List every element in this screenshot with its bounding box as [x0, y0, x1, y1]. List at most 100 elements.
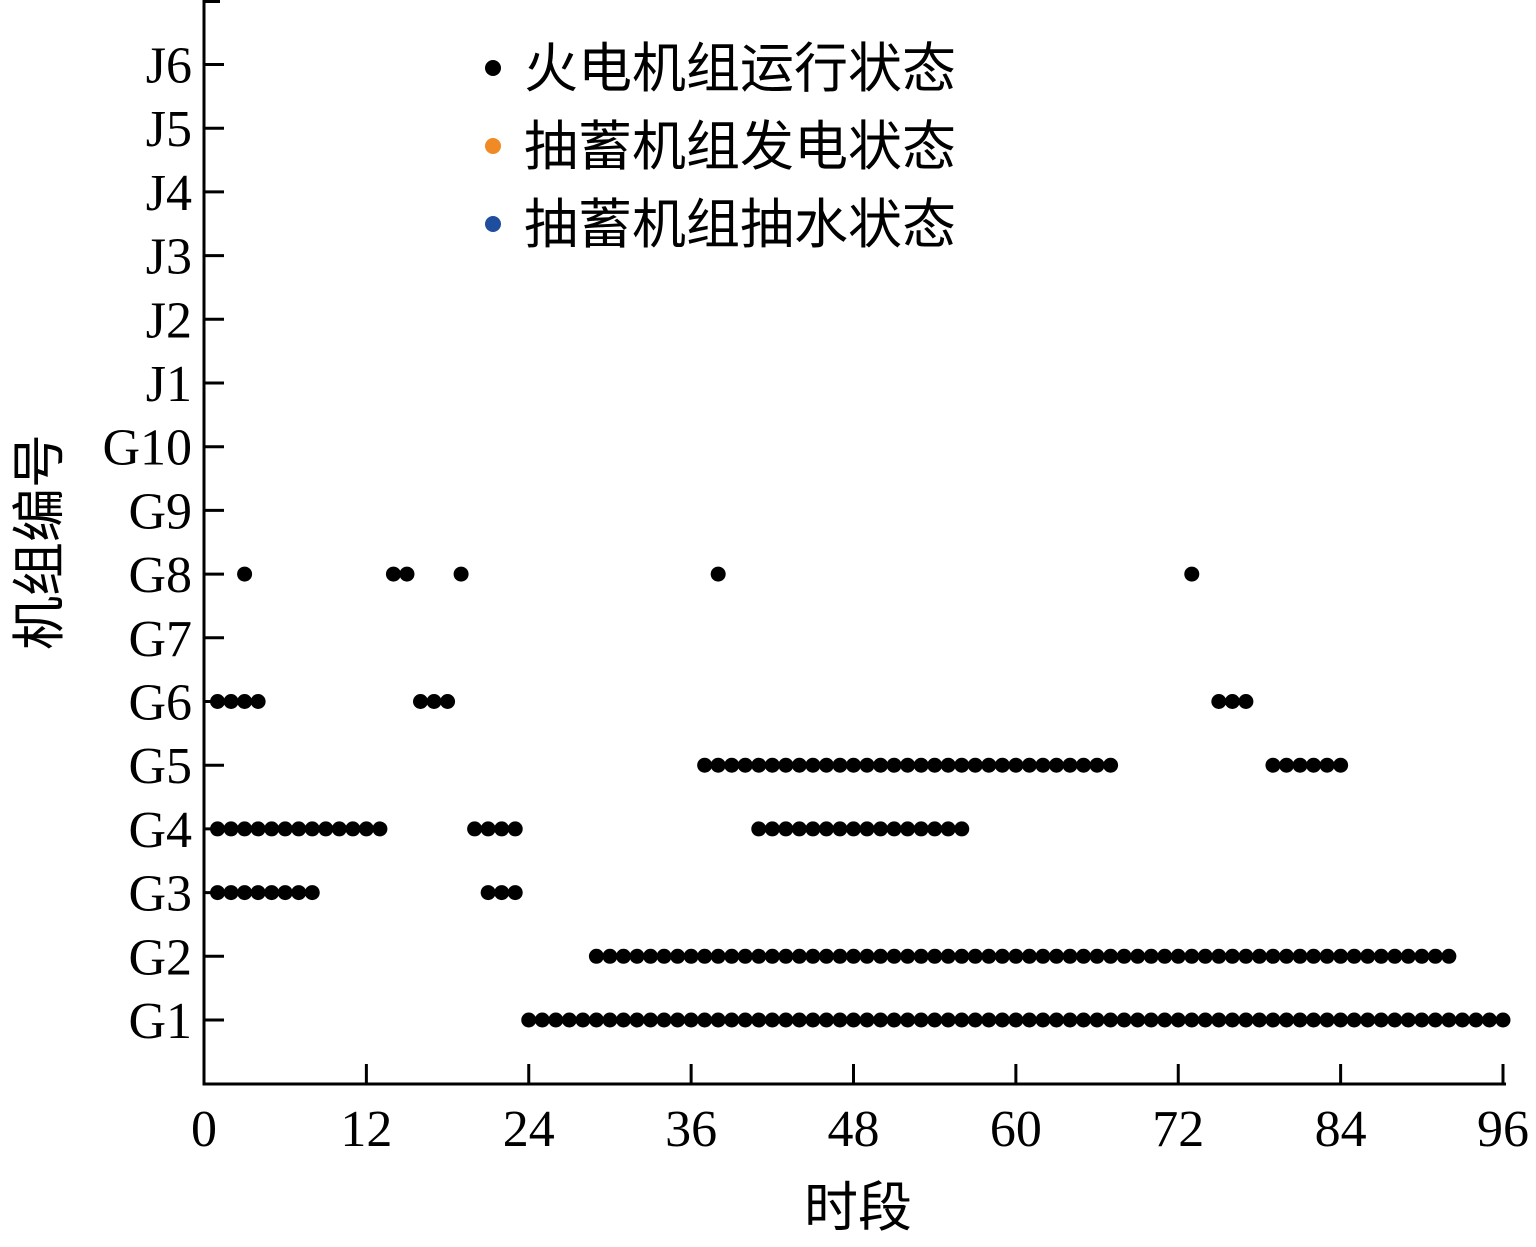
y-tick-label: G8 — [128, 547, 192, 604]
data-point — [534, 1012, 550, 1028]
y-tick-label: J3 — [146, 229, 192, 286]
legend-marker — [485, 60, 501, 76]
data-point — [1454, 1012, 1470, 1028]
data-point — [1481, 1012, 1497, 1028]
data-point — [1360, 1012, 1376, 1028]
data-point — [791, 948, 807, 964]
data-point — [1116, 948, 1132, 964]
data-point — [981, 1012, 997, 1028]
data-point — [886, 948, 902, 964]
data-point — [413, 694, 428, 709]
data-point — [751, 1012, 767, 1028]
data-point — [927, 948, 943, 964]
data-point — [710, 566, 726, 582]
data-point — [818, 948, 834, 964]
data-point — [1265, 1012, 1281, 1028]
legend-label: 抽蓄机组抽水状态 — [524, 195, 956, 255]
data-point — [291, 885, 307, 901]
data-point — [1021, 948, 1037, 964]
y-tick-label: G1 — [128, 993, 192, 1050]
data-point — [1279, 1012, 1294, 1028]
data-point — [900, 821, 916, 837]
data-point — [291, 821, 307, 837]
data-point — [1035, 757, 1051, 773]
data-point — [1157, 1012, 1173, 1028]
data-point — [1495, 1012, 1511, 1028]
data-point — [940, 1012, 956, 1028]
data-point — [1251, 1012, 1267, 1028]
data-point — [426, 694, 442, 709]
legend-marker — [485, 216, 501, 232]
data-point — [994, 757, 1010, 773]
y-tick-label: G10 — [102, 420, 192, 477]
data-point — [1062, 757, 1078, 773]
data-point — [981, 948, 997, 964]
data-point — [1265, 757, 1281, 773]
data-point — [697, 948, 713, 964]
data-point — [683, 948, 699, 964]
data-point — [805, 757, 821, 773]
data-point — [886, 1012, 902, 1028]
data-point — [1048, 757, 1064, 773]
data-point — [237, 566, 253, 582]
data-point — [1103, 757, 1119, 773]
data-point — [1143, 1012, 1159, 1028]
data-point — [1224, 694, 1240, 709]
data-point — [724, 948, 740, 964]
data-point — [873, 757, 889, 773]
data-point — [805, 1012, 821, 1028]
data-point — [1306, 948, 1322, 964]
data-point — [994, 948, 1010, 964]
data-point — [846, 757, 861, 773]
data-point — [940, 821, 956, 837]
data-point — [670, 948, 686, 964]
data-point — [1035, 1012, 1051, 1028]
data-point — [724, 1012, 740, 1028]
data-point — [1224, 1012, 1240, 1028]
data-point — [1279, 757, 1294, 773]
data-point — [643, 948, 659, 964]
legend-label: 火电机组运行状态 — [524, 39, 956, 99]
data-point — [1103, 948, 1119, 964]
data-point — [588, 1012, 604, 1028]
data-point — [913, 948, 929, 964]
data-point — [751, 757, 767, 773]
data-point — [656, 1012, 672, 1028]
data-point — [277, 821, 293, 837]
data-point — [304, 885, 320, 901]
data-points — [210, 566, 1511, 1028]
x-tick-label: 72 — [1152, 1101, 1204, 1158]
data-point — [602, 948, 618, 964]
data-point — [304, 821, 320, 837]
data-point — [602, 1012, 618, 1028]
data-point — [615, 1012, 631, 1028]
x-tick-label: 36 — [665, 1101, 717, 1158]
data-point — [1373, 948, 1389, 964]
data-point — [818, 757, 834, 773]
data-point — [1008, 757, 1024, 773]
data-point — [859, 948, 875, 964]
data-point — [913, 821, 929, 837]
data-point — [940, 948, 956, 964]
data-point — [1238, 694, 1254, 709]
data-point — [331, 821, 347, 837]
data-point — [724, 757, 740, 773]
y-tick-label: J2 — [146, 292, 192, 349]
data-point — [805, 948, 821, 964]
data-point — [710, 948, 726, 964]
data-point — [1008, 1012, 1024, 1028]
data-point — [210, 821, 226, 837]
data-point — [818, 1012, 834, 1028]
data-point — [1076, 757, 1092, 773]
data-point — [372, 821, 388, 837]
data-point — [886, 821, 902, 837]
data-point — [250, 694, 266, 709]
data-point — [954, 757, 970, 773]
data-point — [967, 757, 983, 773]
data-point — [1021, 757, 1037, 773]
data-point — [1265, 948, 1281, 964]
data-point — [1400, 948, 1416, 964]
data-point — [967, 1012, 983, 1028]
data-point — [615, 948, 631, 964]
y-ticks: G1 G2 G3 G4 G5 G6 G7 G8 G9 G10 J1 J2 J3 J4 J5 J6 — [102, 38, 224, 1050]
